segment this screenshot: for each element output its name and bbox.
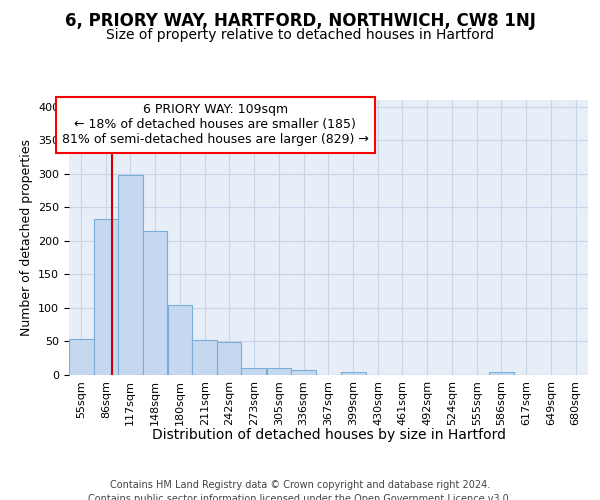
Text: Contains HM Land Registry data © Crown copyright and database right 2024.
Contai: Contains HM Land Registry data © Crown c…	[88, 480, 512, 500]
Bar	[69, 340, 94, 375]
Y-axis label: Number of detached properties: Number of detached properties	[20, 139, 32, 336]
Bar	[267, 368, 292, 375]
Bar	[118, 175, 143, 375]
Text: Distribution of detached houses by size in Hartford: Distribution of detached houses by size …	[152, 428, 506, 442]
Bar	[292, 370, 316, 375]
Bar	[168, 305, 193, 375]
Bar	[143, 231, 167, 375]
Bar	[489, 372, 514, 375]
Bar	[217, 342, 241, 375]
Bar	[341, 372, 365, 375]
Text: Size of property relative to detached houses in Hartford: Size of property relative to detached ho…	[106, 28, 494, 42]
Bar	[193, 340, 217, 375]
Bar	[241, 368, 266, 375]
Text: 6 PRIORY WAY: 109sqm
← 18% of detached houses are smaller (185)
81% of semi-deta: 6 PRIORY WAY: 109sqm ← 18% of detached h…	[62, 104, 369, 146]
Bar	[94, 220, 118, 375]
Text: 6, PRIORY WAY, HARTFORD, NORTHWICH, CW8 1NJ: 6, PRIORY WAY, HARTFORD, NORTHWICH, CW8 …	[65, 12, 535, 30]
